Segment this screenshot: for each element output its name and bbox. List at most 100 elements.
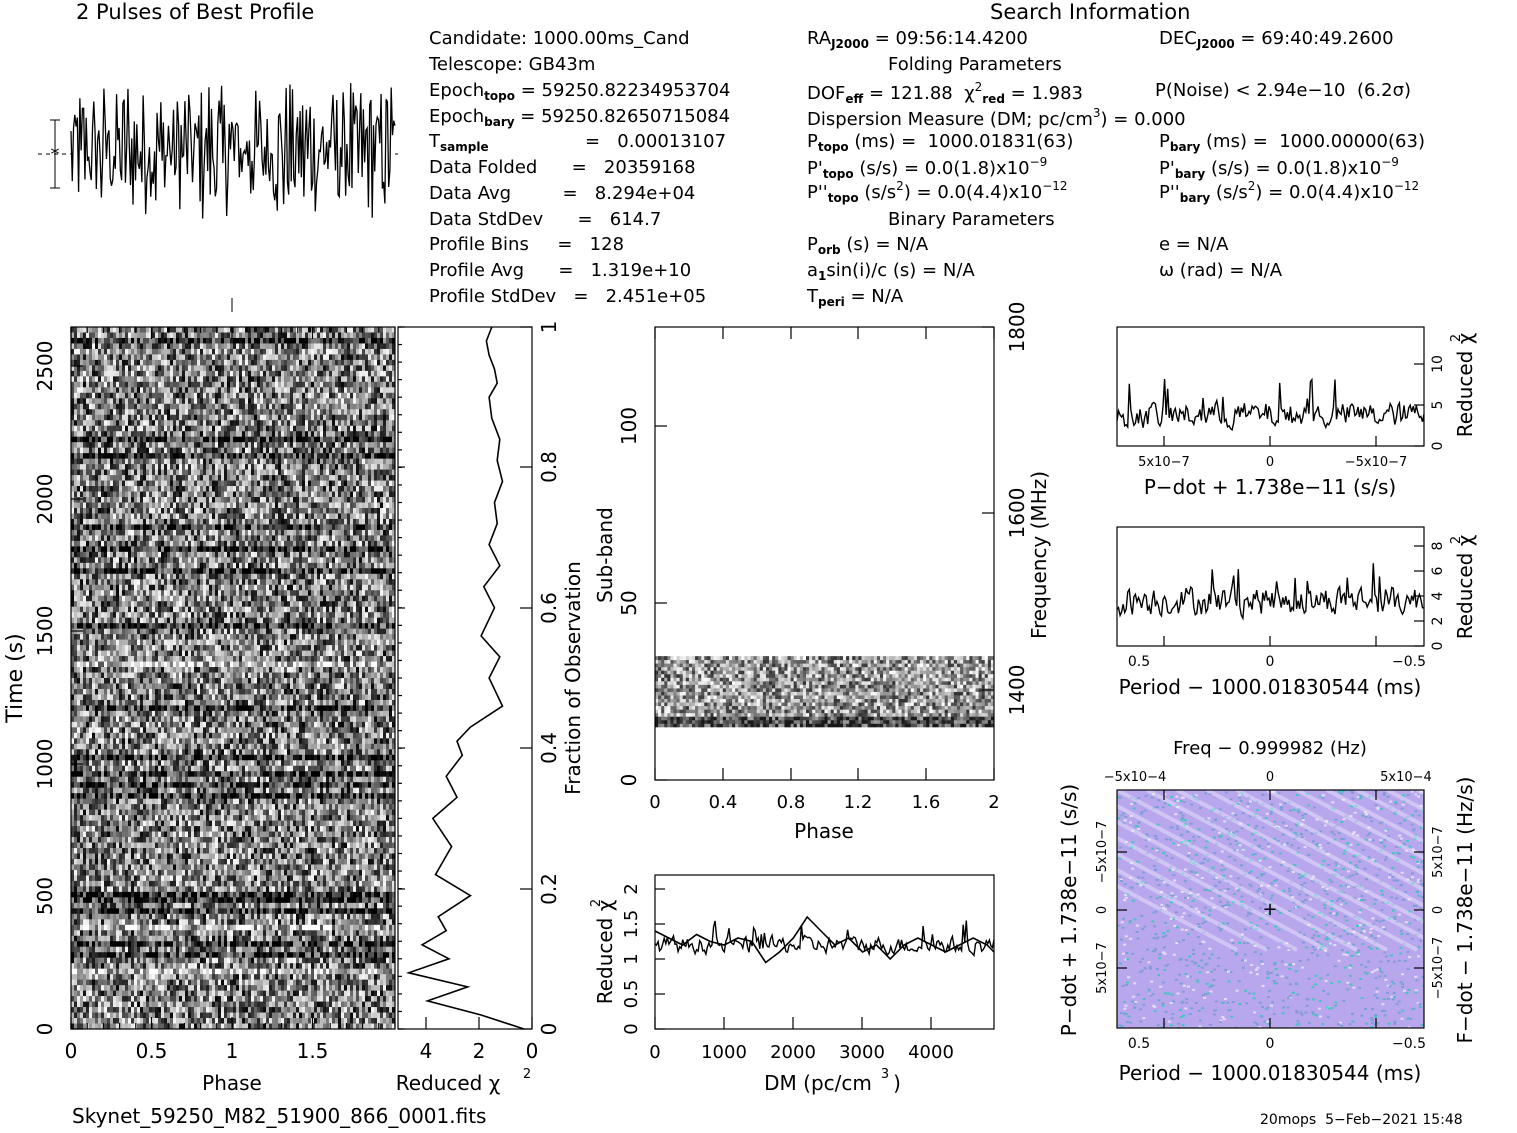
time-phase-pixel — [122, 562, 126, 569]
time-phase-pixel — [236, 392, 240, 399]
time-phase-pixel — [146, 409, 150, 416]
time-phase-pixel — [275, 370, 279, 377]
time-phase-pixel — [206, 431, 210, 438]
time-phase-pixel — [137, 431, 141, 438]
time-phase-pixel — [371, 403, 375, 410]
time-phase-pixel — [77, 458, 81, 465]
time-phase-pixel — [158, 447, 162, 454]
time-phase-pixel — [107, 453, 111, 460]
time-phase-pixel — [323, 562, 327, 569]
time-phase-pixel — [89, 343, 93, 350]
time-phase-pixel — [365, 568, 369, 575]
time-phase-pixel — [185, 381, 189, 388]
time-phase-pixel — [191, 507, 195, 514]
time-phase-pixel — [176, 497, 180, 503]
time-phase-pixel — [371, 513, 375, 520]
time-phase-pixel — [227, 431, 231, 438]
time-phase-pixel — [164, 359, 168, 366]
time-phase-pixel — [134, 458, 138, 465]
time-phase-pixel — [317, 464, 321, 470]
time-phase-pixel — [236, 464, 240, 470]
time-phase-pixel — [185, 425, 189, 432]
time-phase-pixel — [326, 442, 330, 449]
time-phase-pixel — [389, 518, 393, 525]
time-phase-pixel — [359, 420, 363, 427]
time-phase-pixel — [281, 453, 285, 460]
time-phase-pixel — [350, 414, 354, 421]
time-phase-pixel — [227, 546, 231, 553]
time-phase-pixel — [326, 573, 330, 580]
time-phase-pixel — [194, 513, 198, 520]
time-phase-pixel — [212, 535, 216, 542]
time-phase-pixel — [104, 540, 108, 547]
time-phase-pixel — [362, 475, 366, 481]
time-phase-pixel — [389, 403, 393, 410]
time-phase-pixel — [347, 332, 351, 339]
time-phase-pixel — [167, 491, 171, 498]
time-phase-pixel — [287, 398, 291, 405]
time-phase-pixel — [137, 557, 141, 564]
time-phase-pixel — [269, 458, 273, 465]
time-phase-pixel — [194, 524, 198, 531]
time-phase-pixel — [257, 540, 261, 547]
time-phase-pixel — [332, 365, 336, 372]
time-phase-pixel — [380, 365, 384, 372]
time-phase-pixel — [224, 425, 228, 432]
time-phase-pixel — [368, 354, 372, 361]
time-phase-pixel — [185, 497, 189, 503]
time-phase-pixel — [341, 392, 345, 399]
time-phase-pixel — [347, 348, 351, 355]
time-phase-pixel — [125, 387, 129, 394]
time-phase-pixel — [341, 332, 345, 339]
time-phase-pixel — [203, 551, 207, 558]
time-phase-pixel — [386, 403, 390, 410]
time-phase-pixel — [137, 573, 141, 580]
time-phase-pixel — [332, 359, 336, 366]
time-phase-pixel — [266, 332, 270, 339]
time-phase-pixel — [182, 475, 186, 481]
time-phase-pixel — [266, 398, 270, 405]
time-phase-pixel — [230, 529, 234, 536]
time-phase-pixel — [338, 332, 342, 339]
time-phase-pixel — [338, 513, 342, 520]
time-phase-pixel — [323, 513, 327, 520]
time-phase-pixel — [389, 458, 393, 465]
time-phase-pixel — [332, 529, 336, 536]
time-phase-pixel — [206, 464, 210, 470]
time-phase-pixel — [359, 502, 363, 509]
time-phase-pixel — [218, 475, 222, 481]
time-phase-pixel — [269, 535, 273, 542]
time-phase-pixel — [356, 475, 360, 481]
time-phase-pixel — [92, 403, 96, 410]
time-phase-pixel — [299, 354, 303, 361]
time-phase-pixel — [293, 414, 297, 421]
time-phase-pixel — [359, 365, 363, 372]
time-phase-pixel — [140, 348, 144, 355]
time-phase-pixel — [362, 513, 366, 520]
time-phase-pixel — [323, 343, 327, 350]
time-phase-pixel — [257, 562, 261, 569]
time-phase-pixel — [74, 557, 78, 564]
time-phase-pixel — [368, 475, 372, 481]
time-phase-pixel — [203, 365, 207, 372]
time-phase-pixel — [185, 392, 189, 399]
time-phase-pixel — [155, 475, 159, 481]
time-phase-pixel — [176, 398, 180, 405]
time-phase-pixel — [164, 497, 168, 503]
time-phase-pixel — [290, 420, 294, 427]
time-phase-pixel — [356, 398, 360, 405]
time-phase-pixel — [197, 507, 201, 514]
time-phase-pixel — [80, 529, 84, 536]
time-phase-pixel — [377, 551, 381, 558]
time-phase-pixel — [245, 480, 249, 487]
time-phase-pixel — [182, 327, 186, 333]
time-phase-pixel — [176, 354, 180, 361]
time-phase-pixel — [257, 425, 261, 432]
time-phase-pixel — [392, 447, 395, 454]
time-phase-pixel — [329, 557, 333, 564]
time-phase-pixel — [128, 458, 132, 465]
time-phase-pixel — [101, 551, 105, 558]
time-phase-pixel — [83, 529, 87, 536]
time-phase-pixel — [278, 343, 282, 350]
time-phase-pixel — [365, 354, 369, 361]
